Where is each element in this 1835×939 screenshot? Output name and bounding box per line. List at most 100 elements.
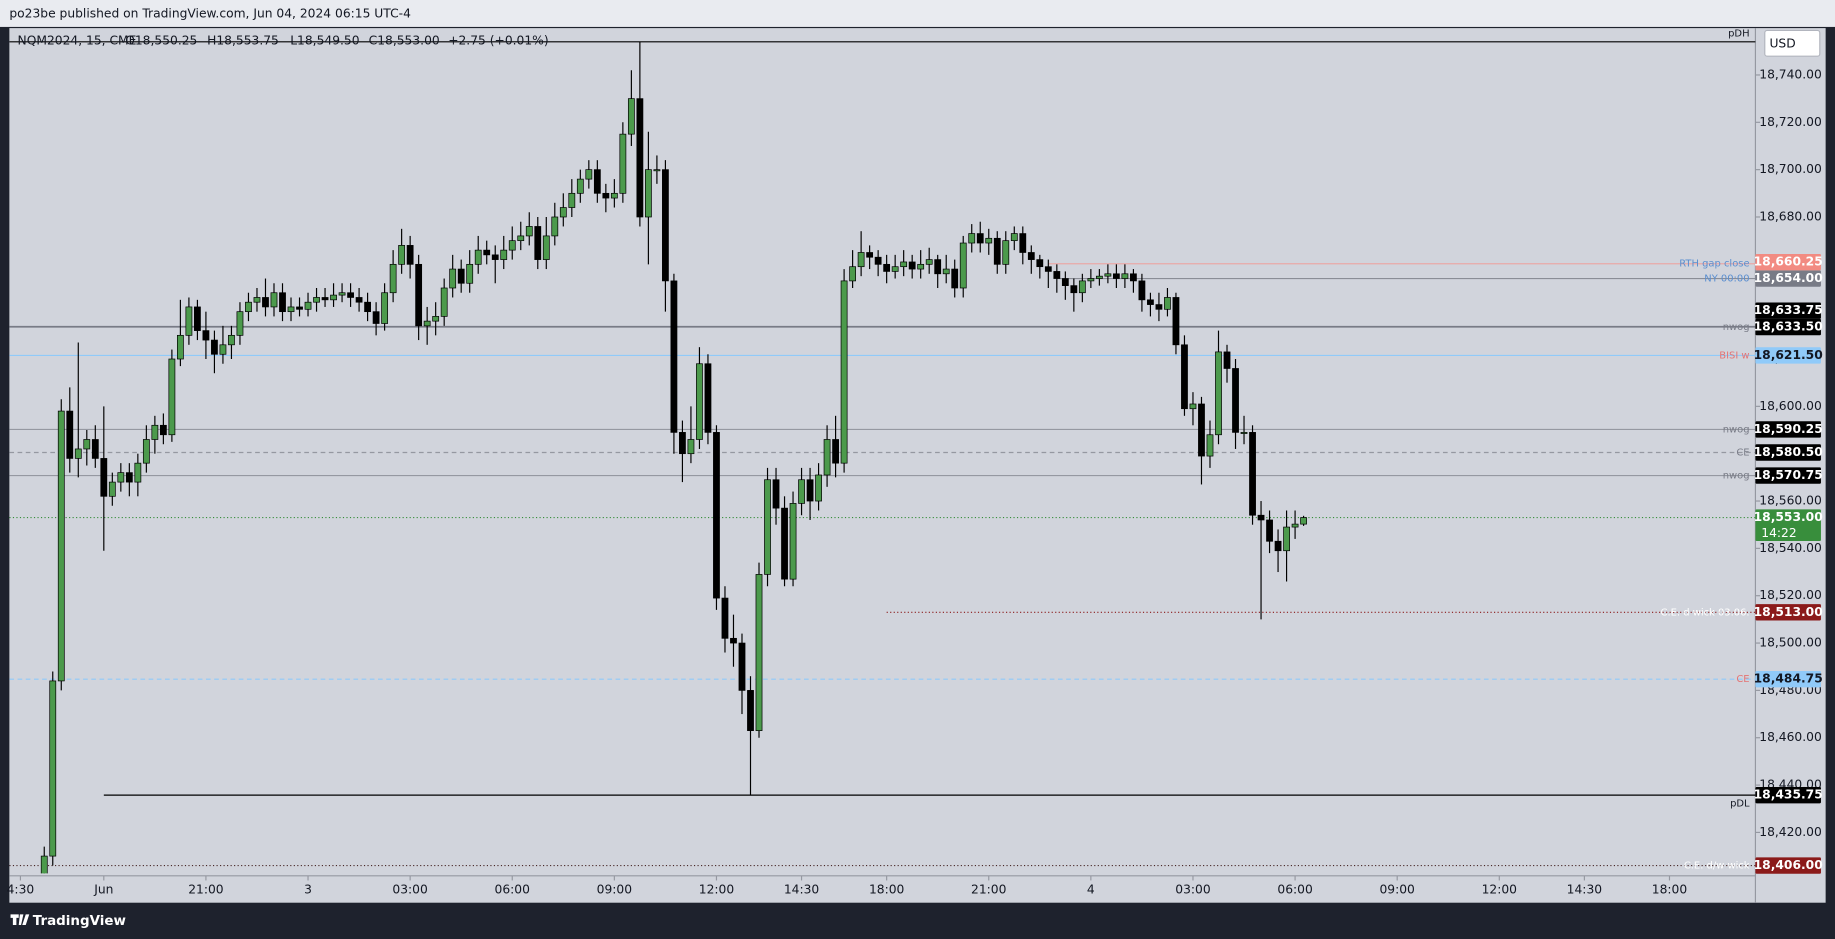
candle-body: [474, 249, 482, 265]
plot: pDH RTH gap close NY 00:00 nwog BISI w nwog CE…: [9, 29, 1756, 874]
price-tag: [1755, 421, 1821, 438]
x-tick-label: 4: [1087, 882, 1095, 896]
price-tag-label: 18,590.25: [1754, 422, 1823, 436]
candle-body: [287, 306, 295, 313]
y-tick-label: 18,500.00: [1759, 636, 1822, 650]
candle-body: [823, 439, 831, 476]
candle-body: [423, 320, 431, 327]
candle-body: [917, 263, 925, 270]
level-name: nwog: [1723, 424, 1750, 435]
candle-body: [1215, 351, 1222, 436]
price-tag: [1755, 444, 1821, 461]
price-tag-label: 18,660.25: [1754, 255, 1823, 269]
ohlc-legend: H18,553.75: [207, 33, 279, 47]
x-tick-label: 4:30: [7, 882, 35, 896]
candle-body: [500, 249, 508, 260]
x-tick-label: 12:00: [1482, 882, 1517, 896]
candle-body: [900, 261, 908, 268]
price-tag: [1755, 670, 1821, 688]
candle-body: [372, 311, 380, 324]
candle-body: [976, 233, 984, 244]
candle-body: [347, 292, 354, 298]
candle-body: [1019, 233, 1027, 253]
candle-body: [57, 410, 65, 682]
candle-body: [1087, 278, 1095, 282]
candle-body: [1283, 526, 1290, 552]
published-note: po23be published on TradingView.com, Jun…: [9, 7, 411, 21]
candle-body: [228, 334, 235, 346]
x-tick-label: 12:00: [699, 882, 734, 896]
candle-body: [194, 306, 201, 331]
candle-body: [610, 192, 618, 199]
candle-body: [866, 252, 874, 258]
candle-body: [653, 169, 661, 172]
y-tick-label: 18,540.00: [1759, 541, 1822, 555]
candle-body: [491, 254, 499, 260]
candle-body: [1112, 273, 1120, 279]
ohlc-legend: L18,549.50: [290, 33, 359, 47]
price-tags: 18,406.00 18,435.75 18,484.75 18,513.00 18,5…: [1754, 253, 1823, 874]
candle-body: [1172, 297, 1180, 346]
candle-body: [483, 249, 491, 256]
y-tick-label: 18,700.00: [1759, 162, 1822, 176]
candle-body: [806, 479, 814, 502]
candle-body: [568, 192, 576, 208]
plot-background: [9, 28, 1826, 903]
x-tick-label: 06:00: [1277, 882, 1312, 896]
candle-body: [585, 169, 593, 180]
candle-body: [364, 301, 371, 313]
candle-body: [211, 339, 218, 355]
candle-body: [245, 301, 252, 313]
candle-body: [108, 481, 116, 497]
candle-body: [279, 292, 286, 313]
countdown: 14:22: [1761, 526, 1796, 540]
candle-body: [517, 235, 525, 242]
candle-body: [679, 432, 686, 455]
candle-body: [40, 855, 48, 874]
candle-body: [304, 301, 312, 310]
candle-body: [789, 503, 797, 580]
y-tick-label: 18,680.00: [1759, 209, 1822, 223]
candle-body: [74, 448, 82, 459]
price-tag: [1755, 509, 1821, 542]
price-tag-label: 18,406.00: [1754, 858, 1823, 872]
candle-body: [1274, 540, 1282, 552]
level-name: BISI w: [1719, 350, 1749, 361]
candle-body: [764, 479, 771, 575]
candle-body: [670, 280, 678, 433]
candle-body: [993, 237, 1001, 265]
ohlc-legend: O18,550.25: [125, 33, 197, 47]
price-tag: [1755, 786, 1821, 804]
candle-body: [330, 294, 337, 301]
candle-body: [151, 424, 159, 440]
candle-body: [117, 472, 125, 483]
candle-body: [1104, 273, 1112, 277]
candle-body: [449, 268, 457, 289]
candle-body: [321, 297, 329, 301]
candle-body: [338, 292, 346, 296]
y-tick-label: 18,420.00: [1759, 825, 1822, 839]
candle-body: [576, 178, 584, 194]
price-tag-label: 18,553.00: [1754, 510, 1823, 524]
candle-body: [1010, 233, 1018, 242]
currency-button[interactable]: [1764, 29, 1821, 57]
price-tag-label: 18,580.50: [1754, 445, 1823, 459]
price-tag: [1755, 604, 1821, 621]
candle-body: [415, 263, 423, 327]
candle-body: [389, 263, 397, 294]
candle-body: [262, 297, 269, 308]
candle-body: [1240, 432, 1248, 434]
candle-body: [951, 268, 959, 289]
candle-body: [542, 235, 550, 260]
candle-body: [849, 266, 857, 282]
candle-body: [1249, 432, 1256, 516]
candle-body: [832, 439, 839, 464]
currency[interactable]: USD: [1769, 36, 1795, 50]
candle-body: [891, 266, 899, 272]
candle-body: [1130, 273, 1137, 282]
price-tag: [1755, 318, 1821, 336]
level-name: CE: [1736, 448, 1749, 459]
logo-mark: [10, 914, 30, 925]
candle-body: [636, 98, 644, 218]
price-tag-label: 18,570.75: [1754, 468, 1823, 482]
